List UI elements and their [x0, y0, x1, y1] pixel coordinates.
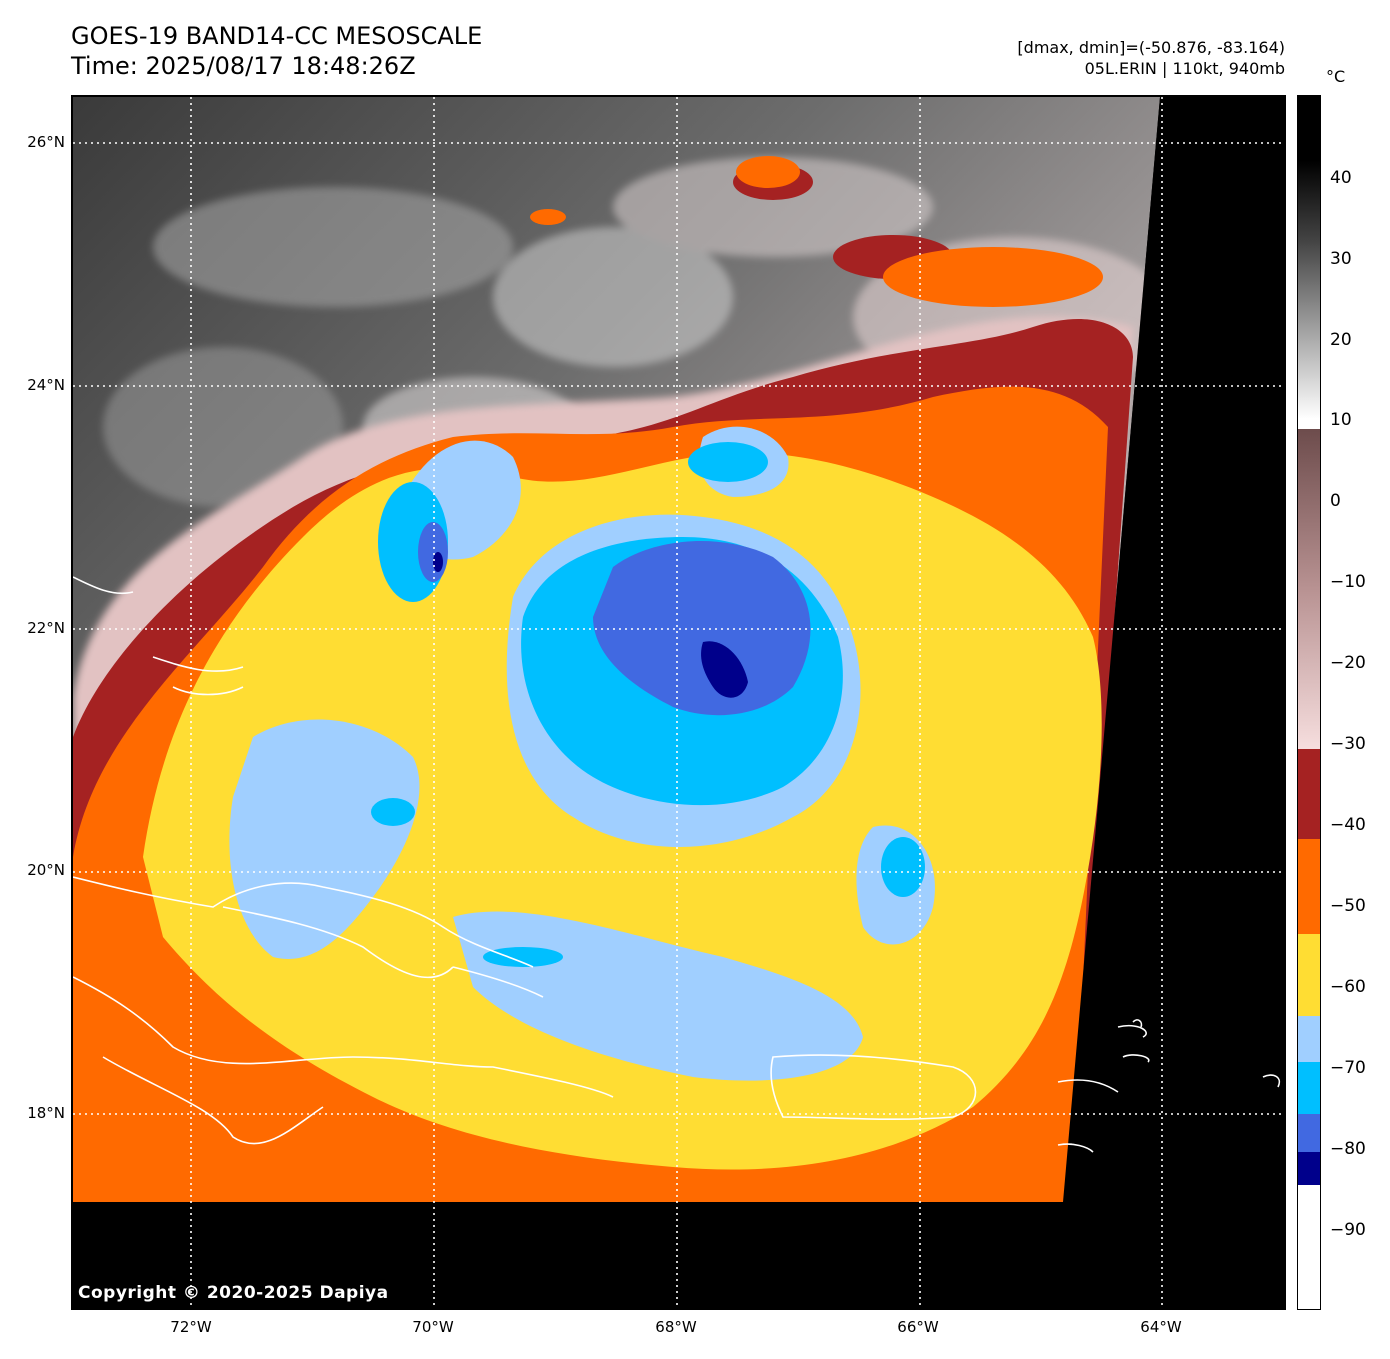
colorbar-tick: −30 — [1330, 734, 1366, 754]
storm-info: 05L.ERIN | 110kt, 940mb — [1084, 59, 1285, 78]
lon-label-72w: 72°W — [170, 1318, 212, 1336]
colorbar-tick: −70 — [1330, 1058, 1366, 1078]
lat-label-26n: 26°N — [27, 133, 65, 151]
lon-label-64w: 64°W — [1140, 1318, 1182, 1336]
colorbar — [1297, 95, 1321, 1310]
colorbar-tick: −80 — [1330, 1139, 1366, 1159]
colorbar-tick: 20 — [1330, 330, 1352, 350]
colorbar-tick: −50 — [1330, 896, 1366, 916]
satellite-image — [73, 97, 1284, 1308]
satellite-map — [71, 95, 1286, 1310]
colorbar-tick: −60 — [1330, 977, 1366, 997]
lon-label-66w: 66°W — [897, 1318, 939, 1336]
title-time: Time: 2025/08/17 18:48:26Z — [71, 52, 416, 80]
grid-lines — [73, 97, 1284, 1308]
lat-label-24n: 24°N — [27, 376, 65, 394]
colorbar-tick: 10 — [1330, 410, 1352, 430]
coastlines — [73, 576, 1281, 1153]
cloud-top-minus85 — [433, 552, 748, 698]
colorbar-tick: −40 — [1330, 815, 1366, 835]
lat-label-20n: 20°N — [27, 861, 65, 879]
no-data-right — [1063, 97, 1284, 1308]
lat-label-18n: 18°N — [27, 1104, 65, 1122]
colorbar-tick: −10 — [1330, 572, 1366, 592]
data-range-stats: [dmax, dmin]=(-50.876, -83.164) — [1017, 38, 1285, 57]
colorbar-unit: °C — [1326, 67, 1346, 86]
lon-label-68w: 68°W — [655, 1318, 697, 1336]
lat-label-22n: 22°N — [27, 619, 65, 637]
colorbar-scale — [1298, 96, 1320, 1309]
colorbar-tick: 0 — [1330, 491, 1341, 511]
colorbar-tick: −90 — [1330, 1220, 1366, 1240]
copyright-text: Copyright © 2020-2025 Dapiya — [78, 1283, 389, 1303]
title-product: GOES-19 BAND14-CC MESOSCALE — [71, 22, 483, 50]
colorbar-tick: 30 — [1330, 249, 1352, 269]
lon-label-70w: 70°W — [412, 1318, 454, 1336]
colorbar-tick: 40 — [1330, 168, 1352, 188]
colorbar-tick: −20 — [1330, 653, 1366, 673]
cloud-top-minus80 — [418, 522, 811, 716]
no-data-bottom — [73, 1202, 1284, 1308]
